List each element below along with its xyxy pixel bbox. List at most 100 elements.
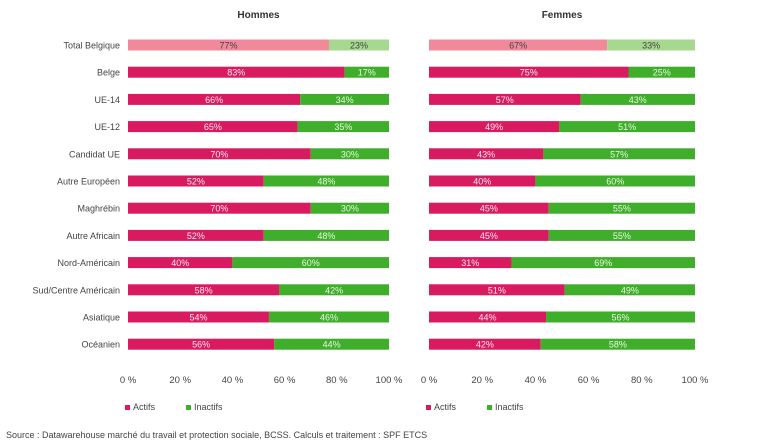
bar-inactifs bbox=[328, 39, 389, 51]
bar-actifs bbox=[128, 175, 264, 187]
data-label-actifs: 83% bbox=[227, 68, 245, 78]
data-label-actifs: 75% bbox=[520, 68, 538, 78]
bar-inactifs bbox=[274, 338, 389, 350]
category-label: Total Belgique bbox=[63, 41, 120, 51]
bar-inactifs bbox=[300, 93, 389, 105]
bar-actifs bbox=[429, 257, 512, 269]
bar-inactifs bbox=[232, 257, 389, 269]
bar-inactifs bbox=[263, 175, 389, 187]
data-label-actifs: 40% bbox=[171, 258, 189, 268]
bar-actifs bbox=[128, 338, 275, 350]
bar-actifs bbox=[429, 148, 544, 160]
data-label-inactifs: 44% bbox=[323, 340, 341, 350]
data-label-inactifs: 48% bbox=[317, 231, 335, 241]
bar-actifs bbox=[429, 202, 549, 214]
bar-inactifs bbox=[564, 284, 695, 296]
bar-inactifs bbox=[540, 338, 695, 350]
data-label-inactifs: 55% bbox=[613, 204, 631, 214]
data-label-actifs: 31% bbox=[461, 258, 479, 268]
bar-actifs bbox=[429, 311, 547, 323]
data-label-actifs: 77% bbox=[219, 41, 237, 51]
data-label-actifs: 70% bbox=[210, 204, 228, 214]
bar-actifs bbox=[128, 121, 298, 133]
legend-swatch-actifs bbox=[125, 405, 130, 410]
bar-actifs bbox=[128, 284, 280, 296]
bar-inactifs bbox=[546, 311, 695, 323]
x-tick-label: 100 % bbox=[376, 375, 403, 386]
legend-label-inactifs: Inactifs bbox=[495, 402, 524, 412]
data-label-inactifs: 33% bbox=[642, 41, 660, 51]
category-label: Autre Européen bbox=[57, 177, 120, 187]
data-label-actifs: 54% bbox=[189, 313, 207, 323]
x-tick-label: 40 % bbox=[525, 375, 547, 386]
bar-actifs bbox=[128, 66, 345, 78]
data-label-inactifs: 17% bbox=[358, 68, 376, 78]
data-label-inactifs: 56% bbox=[612, 313, 630, 323]
category-label: Asiatique bbox=[83, 313, 120, 323]
bar-inactifs bbox=[297, 121, 389, 133]
category-label: UE-12 bbox=[94, 122, 120, 132]
x-tick-label: 60 % bbox=[274, 375, 296, 386]
data-label-inactifs: 25% bbox=[653, 68, 671, 78]
data-label-inactifs: 49% bbox=[621, 285, 639, 295]
category-label: Nord-Américain bbox=[57, 258, 120, 268]
bar-inactifs bbox=[263, 229, 389, 241]
data-label-actifs: 42% bbox=[476, 340, 494, 350]
data-label-inactifs: 34% bbox=[336, 95, 354, 105]
data-label-inactifs: 69% bbox=[594, 258, 612, 268]
bar-inactifs bbox=[279, 284, 389, 296]
data-label-actifs: 70% bbox=[210, 149, 228, 159]
data-label-actifs: 40% bbox=[473, 177, 491, 187]
bar-actifs bbox=[429, 39, 608, 51]
data-label-actifs: 49% bbox=[485, 122, 503, 132]
legend-swatch-inactifs bbox=[186, 405, 191, 410]
legend-label-inactifs: Inactifs bbox=[194, 402, 223, 412]
data-label-actifs: 45% bbox=[480, 231, 498, 241]
bar-inactifs bbox=[543, 148, 695, 160]
data-label-actifs: 45% bbox=[480, 204, 498, 214]
data-label-actifs: 43% bbox=[477, 149, 495, 159]
bar-actifs bbox=[429, 229, 549, 241]
data-label-inactifs: 35% bbox=[334, 122, 352, 132]
x-tick-label: 20 % bbox=[471, 375, 493, 386]
bar-actifs bbox=[429, 121, 560, 133]
source-note: Source : Datawarehouse marché du travail… bbox=[6, 430, 428, 440]
data-label-actifs: 56% bbox=[192, 340, 210, 350]
data-label-actifs: 51% bbox=[488, 285, 506, 295]
data-label-inactifs: 55% bbox=[613, 231, 631, 241]
bar-actifs bbox=[429, 284, 565, 296]
data-label-inactifs: 43% bbox=[629, 95, 647, 105]
category-label: Autre Africain bbox=[66, 231, 120, 241]
data-label-actifs: 58% bbox=[195, 285, 213, 295]
data-label-inactifs: 23% bbox=[350, 41, 368, 51]
bar-inactifs bbox=[580, 93, 695, 105]
data-label-actifs: 57% bbox=[496, 95, 514, 105]
x-tick-label: 100 % bbox=[682, 375, 709, 386]
data-label-inactifs: 48% bbox=[317, 177, 335, 187]
data-label-actifs: 67% bbox=[509, 41, 527, 51]
x-tick-label: 80 % bbox=[326, 375, 348, 386]
category-label: Maghrébin bbox=[77, 204, 120, 214]
bar-inactifs bbox=[268, 311, 389, 323]
data-label-inactifs: 30% bbox=[341, 149, 359, 159]
data-label-actifs: 66% bbox=[205, 95, 223, 105]
bar-inactifs bbox=[310, 202, 389, 214]
x-tick-label: 80 % bbox=[631, 375, 653, 386]
category-label: Sud/Centre Américain bbox=[32, 285, 120, 295]
data-label-actifs: 44% bbox=[479, 313, 497, 323]
bar-inactifs bbox=[607, 39, 695, 51]
data-label-actifs: 52% bbox=[187, 177, 205, 187]
bar-inactifs bbox=[310, 148, 389, 160]
chart: Total Belgique Belge UE-14 UE-12 Candidat UE… bbox=[32, 10, 709, 412]
data-label-inactifs: 58% bbox=[609, 340, 627, 350]
panel-title: Hommes bbox=[237, 10, 280, 21]
bar-inactifs bbox=[628, 66, 695, 78]
x-tick-label: 60 % bbox=[578, 375, 600, 386]
x-tick-label: 0 % bbox=[421, 375, 438, 386]
bar-actifs bbox=[429, 66, 629, 78]
legend-label-actifs: Actifs bbox=[133, 402, 156, 412]
bar-actifs bbox=[128, 229, 264, 241]
bar-actifs bbox=[128, 311, 269, 323]
bar-inactifs bbox=[344, 66, 389, 78]
bar-actifs bbox=[429, 338, 541, 350]
